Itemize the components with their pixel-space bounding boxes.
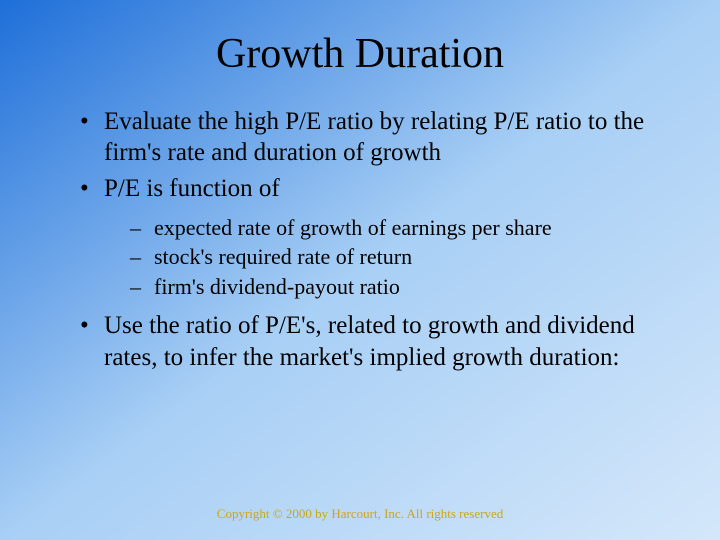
bullet-item: • Evaluate the high P/E ratio by relatin… <box>60 106 660 169</box>
slide-title: Growth Duration <box>60 30 660 78</box>
bullet-text: expected rate of growth of earnings per … <box>154 214 552 242</box>
bullet-text: stock's required rate of return <box>154 243 412 271</box>
dash-marker-icon: – <box>130 214 154 242</box>
bullet-marker-icon: • <box>80 310 104 373</box>
dash-marker-icon: – <box>130 273 154 301</box>
dash-marker-icon: – <box>130 243 154 271</box>
spacer <box>60 302 660 310</box>
bullet-text: Evaluate the high P/E ratio by relating … <box>104 106 660 169</box>
slide-container: Growth Duration • Evaluate the high P/E … <box>0 0 720 540</box>
bullet-text: firm's dividend-payout ratio <box>154 273 400 301</box>
bullet-marker-icon: • <box>80 106 104 169</box>
slide-body: • Evaluate the high P/E ratio by relatin… <box>60 106 660 373</box>
bullet-text: Use the ratio of P/E's, related to growt… <box>104 310 660 373</box>
bullet-text: P/E is function of <box>104 173 280 204</box>
bullet-marker-icon: • <box>80 173 104 204</box>
sub-bullet-item: – expected rate of growth of earnings pe… <box>60 214 660 242</box>
bullet-item: • P/E is function of <box>60 173 660 204</box>
bullet-item: • Use the ratio of P/E's, related to gro… <box>60 310 660 373</box>
copyright-footer: Copyright © 2000 by Harcourt, Inc. All r… <box>0 506 720 522</box>
sub-bullet-item: – stock's required rate of return <box>60 243 660 271</box>
sub-bullet-item: – firm's dividend-payout ratio <box>60 273 660 301</box>
